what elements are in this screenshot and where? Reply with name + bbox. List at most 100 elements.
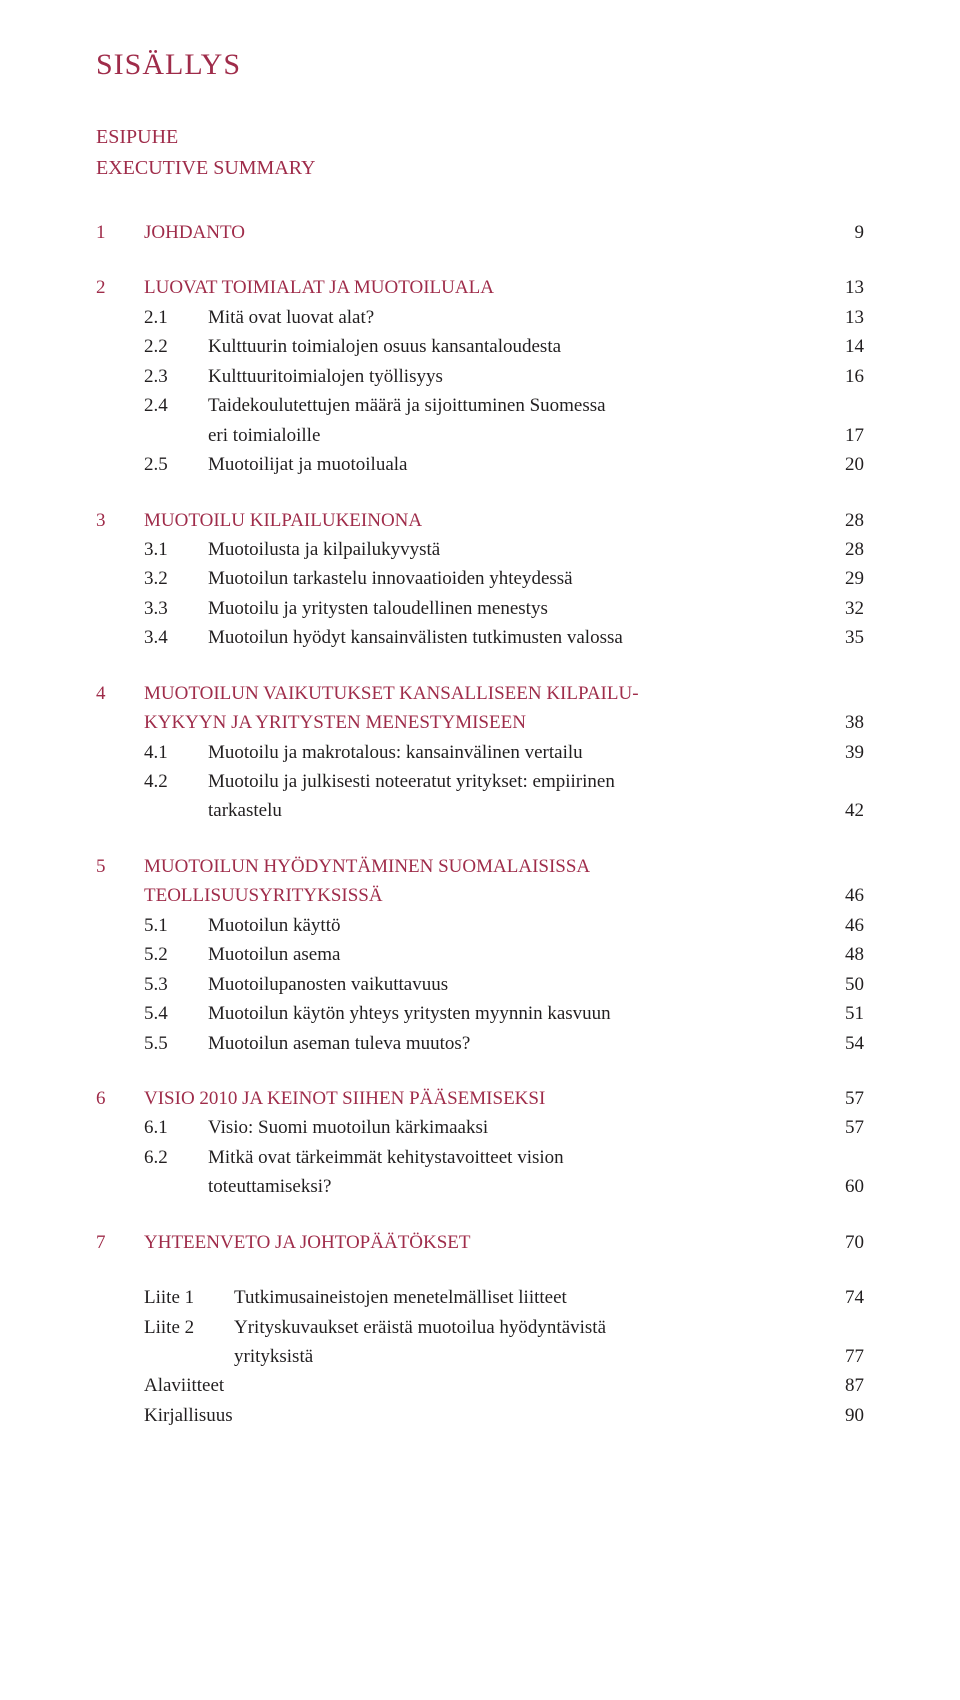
toc-chapter: 4MUOTOILUN VAIKUTUKSET KANSALLISEEN KILP… bbox=[96, 679, 864, 826]
toc-page: 32 bbox=[824, 594, 864, 623]
toc-label: MUOTOILUN VAIKUTUKSET KANSALLISEEN KILPA… bbox=[144, 679, 864, 708]
toc-label: Muotoilupanosten vaikuttavuus bbox=[208, 970, 824, 999]
toc-sub-row: 5.2Muotoilun asema48 bbox=[144, 940, 864, 969]
toc-label: yrityksistä bbox=[234, 1342, 824, 1371]
toc-sub-row: 5.5Muotoilun aseman tuleva muutos?54 bbox=[144, 1029, 864, 1058]
table-of-contents: 1JOHDANTO9 2LUOVAT TOIMIALAT JA MUOTOILUA… bbox=[96, 218, 864, 1430]
toc-label: Visio: Suomi muotoilun kärkimaaksi bbox=[208, 1113, 824, 1142]
toc-label: Muotoilun käyttö bbox=[208, 911, 824, 940]
toc-label: Kirjallisuus bbox=[144, 1401, 824, 1430]
toc-label: Muotoilun aseman tuleva muutos? bbox=[208, 1029, 824, 1058]
toc-chapter-row: TEOLLISUUSYRITYKSISSÄ46 bbox=[96, 881, 864, 910]
toc-number: 5.4 bbox=[144, 999, 208, 1028]
toc-page: 51 bbox=[824, 999, 864, 1028]
toc-page: 28 bbox=[824, 535, 864, 564]
toc-page: 16 bbox=[824, 362, 864, 391]
toc-number: 5.3 bbox=[144, 970, 208, 999]
toc-page: 46 bbox=[824, 911, 864, 940]
toc-number: 5.2 bbox=[144, 940, 208, 969]
toc-page: 39 bbox=[824, 738, 864, 767]
toc-page: 57 bbox=[824, 1084, 864, 1113]
toc-label: Muotoilu ja julkisesti noteeratut yrityk… bbox=[208, 767, 864, 796]
toc-number: 6 bbox=[96, 1084, 144, 1113]
toc-sub-row: 2.5Muotoilijat ja muotoiluala20 bbox=[144, 450, 864, 479]
toc-sub-row: 3.1Muotoilusta ja kilpailukyvystä28 bbox=[144, 535, 864, 564]
toc-label: toteuttamiseksi? bbox=[208, 1172, 824, 1201]
toc-label: TEOLLISUUSYRITYKSISSÄ bbox=[144, 881, 824, 910]
toc-chapter: 1JOHDANTO9 bbox=[96, 218, 864, 247]
toc-number: Liite 1 bbox=[144, 1283, 234, 1312]
toc-sub-row: 4.2Muotoilu ja julkisesti noteeratut yri… bbox=[144, 767, 864, 796]
toc-number: 3.2 bbox=[144, 564, 208, 593]
toc-label: Mitkä ovat tärkeimmät kehitystavoitteet … bbox=[208, 1143, 864, 1172]
toc-tail-row: Alaviitteet87 bbox=[144, 1371, 864, 1400]
toc-label: Muotoilun käytön yhteys yritysten myynni… bbox=[208, 999, 824, 1028]
toc-number: 2.1 bbox=[144, 303, 208, 332]
toc-label: Mitä ovat luovat alat? bbox=[208, 303, 824, 332]
toc-sub-row: 2.1Mitä ovat luovat alat?13 bbox=[144, 303, 864, 332]
toc-sub-row: 5.4Muotoilun käytön yhteys yritysten myy… bbox=[144, 999, 864, 1028]
toc-page: 70 bbox=[824, 1228, 864, 1257]
front-item: ESIPUHE bbox=[96, 122, 864, 153]
toc-sub-row: Liite 2yrityksistä77 bbox=[144, 1342, 864, 1371]
toc-label: Yrityskuvaukset eräistä muotoilua hyödyn… bbox=[234, 1313, 864, 1342]
toc-page: 13 bbox=[824, 303, 864, 332]
toc-label: Muotoilun hyödyt kansainvälisten tutkimu… bbox=[208, 623, 824, 652]
toc-page: 20 bbox=[824, 450, 864, 479]
toc-label: Kulttuurin toimialojen osuus kansantalou… bbox=[208, 332, 824, 361]
toc-number: 6.1 bbox=[144, 1113, 208, 1142]
toc-sub-row: Liite 2Yrityskuvaukset eräistä muotoilua… bbox=[144, 1313, 864, 1342]
toc-sub-row: 6.2Mitkä ovat tärkeimmät kehitystavoitte… bbox=[144, 1143, 864, 1172]
toc-label: Muotoilun tarkastelu innovaatioiden yhte… bbox=[208, 564, 824, 593]
toc-subsections: 6.1Visio: Suomi muotoilun kärkimaaksi576… bbox=[96, 1113, 864, 1201]
toc-sub-row: 2.4Taidekoulutettujen määrä ja sijoittum… bbox=[144, 391, 864, 420]
toc-number: 6.2 bbox=[144, 1143, 208, 1172]
toc-label: JOHDANTO bbox=[144, 218, 824, 247]
toc-sub-row: 4.2tarkastelu42 bbox=[144, 796, 864, 825]
toc-label: Taidekoulutettujen määrä ja sijoittumine… bbox=[208, 391, 864, 420]
toc-label: Muotoilu ja makrotalous: kansainvälinen … bbox=[208, 738, 824, 767]
toc-chapter: 5MUOTOILUN HYÖDYNTÄMINEN SUOMALAISISSATE… bbox=[96, 852, 864, 1058]
toc-page: 60 bbox=[824, 1172, 864, 1201]
toc-page: 74 bbox=[824, 1283, 864, 1312]
toc-label: YHTEENVETO JA JOHTOPÄÄTÖKSET bbox=[144, 1228, 824, 1257]
toc-number: 5 bbox=[96, 852, 144, 881]
toc-subsections: 5.1Muotoilun käyttö465.2Muotoilun asema4… bbox=[96, 911, 864, 1058]
toc-number: 4.2 bbox=[144, 767, 208, 796]
toc-sub-row: 2.4eri toimialoille17 bbox=[144, 421, 864, 450]
toc-page: 50 bbox=[824, 970, 864, 999]
toc-label: Kulttuuritoimialojen työllisyys bbox=[208, 362, 824, 391]
toc-number: 2.3 bbox=[144, 362, 208, 391]
toc-page: 46 bbox=[824, 881, 864, 910]
toc-page: 57 bbox=[824, 1113, 864, 1142]
toc-chapter-row: KYKYYN JA YRITYSTEN MENESTYMISEEN38 bbox=[96, 708, 864, 737]
toc-number: 2 bbox=[96, 273, 144, 302]
toc-number: 4.1 bbox=[144, 738, 208, 767]
toc-chapter-row: 1JOHDANTO9 bbox=[96, 218, 864, 247]
toc-page: 13 bbox=[824, 273, 864, 302]
toc-page: 14 bbox=[824, 332, 864, 361]
toc-sub-row: 5.1Muotoilun käyttö46 bbox=[144, 911, 864, 940]
toc-label: Alaviitteet bbox=[144, 1371, 824, 1400]
toc-page: 87 bbox=[824, 1371, 864, 1400]
toc-sub-row: 2.2Kulttuurin toimialojen osuus kansanta… bbox=[144, 332, 864, 361]
toc-chapter-row: 5MUOTOILUN HYÖDYNTÄMINEN SUOMALAISISSA bbox=[96, 852, 864, 881]
toc-tail-row: Kirjallisuus90 bbox=[144, 1401, 864, 1430]
toc-attachments: Liite 1Tutkimusaineistojen menetelmällis… bbox=[96, 1283, 864, 1371]
toc-sub-row: 4.1Muotoilu ja makrotalous: kansainvälin… bbox=[144, 738, 864, 767]
toc-chapter-row: 7YHTEENVETO JA JOHTOPÄÄTÖKSET70 bbox=[96, 1228, 864, 1257]
toc-label: eri toimialoille bbox=[208, 421, 824, 450]
toc-number: 2.5 bbox=[144, 450, 208, 479]
toc-number: 2.2 bbox=[144, 332, 208, 361]
toc-label: LUOVAT TOIMIALAT JA MUOTOILUALA bbox=[144, 273, 824, 302]
toc-page: 28 bbox=[824, 506, 864, 535]
toc-chapter-row: 6VISIO 2010 JA KEINOT SIIHEN PÄÄSEMISEKS… bbox=[96, 1084, 864, 1113]
front-item: EXECUTIVE SUMMARY bbox=[96, 153, 864, 184]
toc-label: Tutkimusaineistojen menetelmälliset liit… bbox=[234, 1283, 824, 1312]
toc-chapter-row: 3MUOTOILU KILPAILUKEINONA28 bbox=[96, 506, 864, 535]
toc-page: 17 bbox=[824, 421, 864, 450]
toc-sub-row: 3.4Muotoilun hyödyt kansainvälisten tutk… bbox=[144, 623, 864, 652]
toc-label: Muotoilijat ja muotoiluala bbox=[208, 450, 824, 479]
toc-sub-row: Liite 1Tutkimusaineistojen menetelmällis… bbox=[144, 1283, 864, 1312]
toc-label: MUOTOILUN HYÖDYNTÄMINEN SUOMALAISISSA bbox=[144, 852, 864, 881]
